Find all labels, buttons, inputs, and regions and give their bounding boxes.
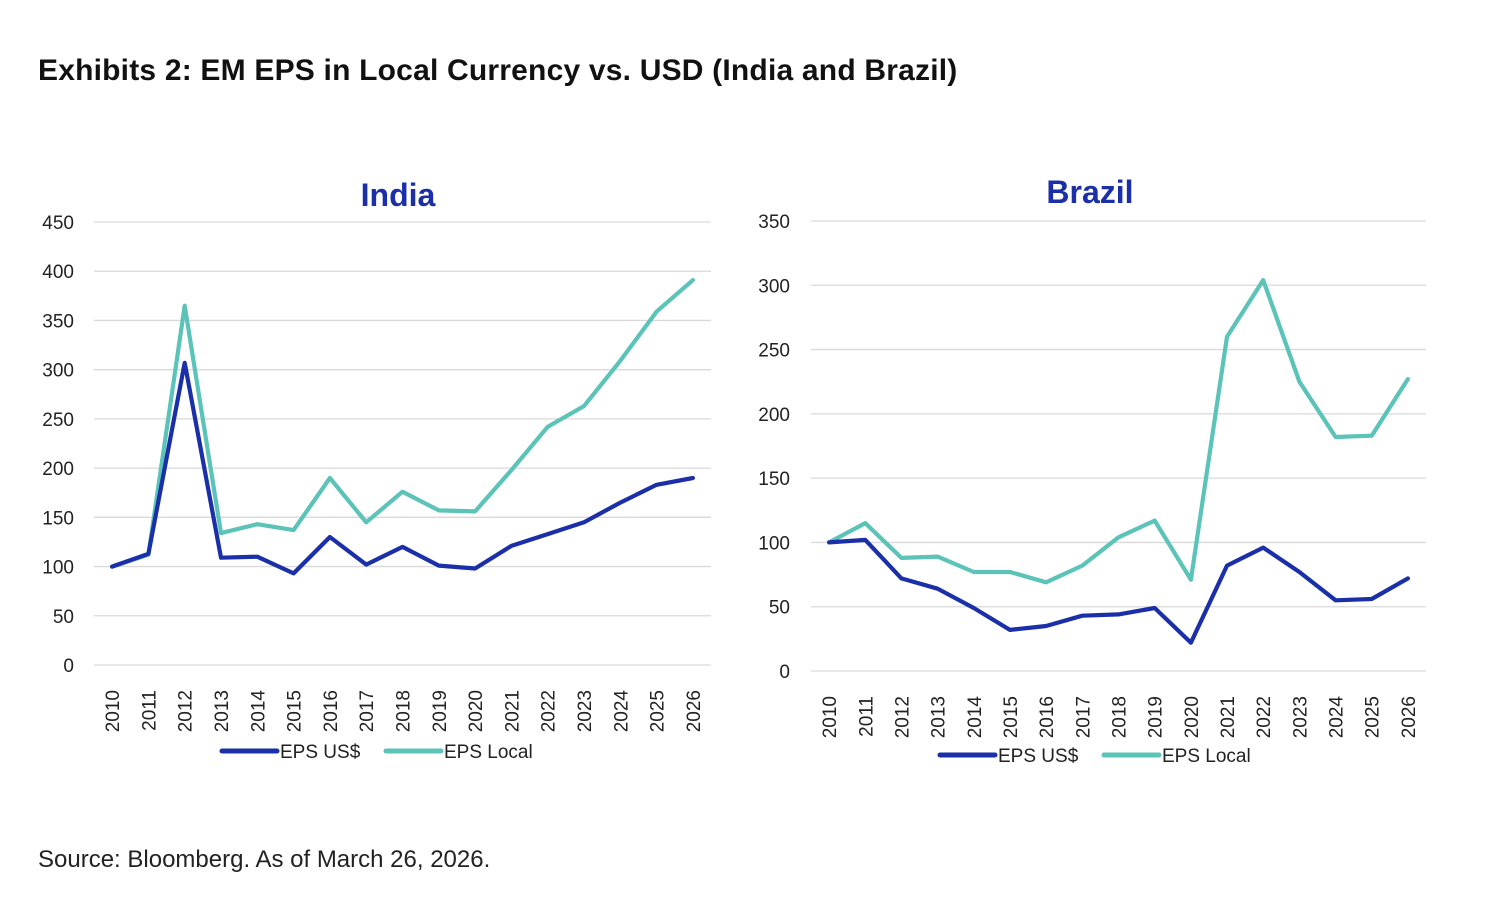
india-x-tick-label: 2012 (176, 690, 197, 732)
brazil-x-tick-label: 2026 (1399, 696, 1420, 738)
india-x-tick-label: 2022 (539, 690, 560, 732)
brazil-chart: Brazil 0 50 100 150 200 250 300 350 2010 2011 2012 2… (758, 174, 1426, 767)
brazil-x-tick-label: 2023 (1290, 696, 1311, 738)
india-y-tick-label: 250 (42, 410, 74, 431)
brazil-y-tick-label: 200 (758, 405, 790, 426)
brazil-legend-eps-usd-label: EPS US$ (998, 746, 1079, 767)
brazil-series-eps-usd-line (826, 537, 1411, 645)
brazil-y-tick-label: 350 (758, 212, 790, 233)
india-x-tick-label: 2016 (321, 690, 342, 732)
brazil-x-tick-label: 2021 (1218, 696, 1239, 738)
brazil-y-tick-label: 150 (758, 469, 790, 490)
india-chart-title: India (361, 177, 436, 213)
brazil-chart-title: Brazil (1046, 174, 1133, 210)
brazil-x-tick-label: 2019 (1146, 696, 1167, 738)
brazil-x-tick-label: 2017 (1073, 696, 1094, 738)
brazil-x-tick-label: 2013 (929, 696, 950, 738)
brazil-x-tick-label: 2025 (1363, 696, 1384, 738)
india-x-tick-label: 2010 (103, 690, 124, 732)
india-x-tick-label: 2020 (466, 690, 487, 732)
brazil-x-tick-label: 2012 (892, 696, 913, 738)
india-x-tick-label: 2011 (139, 690, 160, 731)
brazil-x-tick-label: 2020 (1182, 696, 1203, 738)
india-series-eps-local-line (109, 278, 696, 569)
brazil-x-tick-label: 2024 (1327, 696, 1348, 739)
brazil-legend-eps-local-label: EPS Local (1162, 746, 1251, 767)
india-y-tick-label: 50 (53, 607, 74, 628)
india-series-eps-usd-line (109, 360, 696, 576)
brazil-y-tick-label: 250 (758, 341, 790, 362)
brazil-x-tick-label: 2011 (856, 696, 877, 737)
brazil-x-tick-label: 2015 (1001, 696, 1022, 738)
india-legend-eps-usd-label: EPS US$ (280, 742, 361, 763)
exhibit-title: Exhibits 2: EM EPS in Local Currency vs.… (38, 54, 958, 87)
brazil-series-eps-local-line (826, 278, 1411, 585)
india-x-tick-label: 2021 (502, 690, 523, 732)
brazil-x-tick-label: 2010 (820, 696, 841, 738)
brazil-x-tick-label: 2018 (1110, 696, 1131, 738)
india-x-tick-label: 2015 (285, 690, 306, 732)
india-x-tick-label: 2026 (684, 690, 705, 732)
india-x-tick-label: 2019 (430, 690, 451, 732)
brazil-x-tick-label: 2014 (965, 696, 986, 739)
india-y-tick-label: 400 (42, 262, 74, 283)
india-x-tick-label: 2024 (611, 690, 632, 733)
india-x-tick-label: 2025 (648, 690, 669, 732)
brazil-y-tick-label: 100 (758, 533, 790, 554)
brazil-y-tick-label: 50 (769, 598, 790, 619)
india-y-tick-label: 350 (42, 311, 74, 332)
brazil-y-tick-label: 0 (779, 662, 790, 683)
india-y-tick-label: 150 (42, 508, 74, 529)
india-chart: India 0 50 100 150 200 250 300 350 400 450 2010 2011… (42, 177, 711, 763)
india-y-tick-label: 0 (63, 656, 74, 677)
india-x-tick-label: 2014 (248, 690, 269, 733)
india-x-tick-label: 2013 (212, 690, 233, 732)
brazil-y-tick-label: 300 (758, 276, 790, 297)
india-y-tick-label: 100 (42, 558, 74, 579)
india-legend-eps-local-label: EPS Local (444, 742, 533, 763)
india-y-tick-label: 200 (42, 459, 74, 480)
source-note: Source: Bloomberg. As of March 26, 2026. (38, 846, 491, 873)
india-x-tick-label: 2018 (394, 690, 415, 732)
india-x-tick-label: 2023 (575, 690, 596, 732)
brazil-x-tick-label: 2016 (1037, 696, 1058, 738)
india-y-tick-label: 300 (42, 361, 74, 382)
india-y-tick-label: 450 (42, 213, 74, 234)
brazil-x-tick-label: 2022 (1254, 696, 1275, 738)
india-x-tick-label: 2017 (357, 690, 378, 732)
